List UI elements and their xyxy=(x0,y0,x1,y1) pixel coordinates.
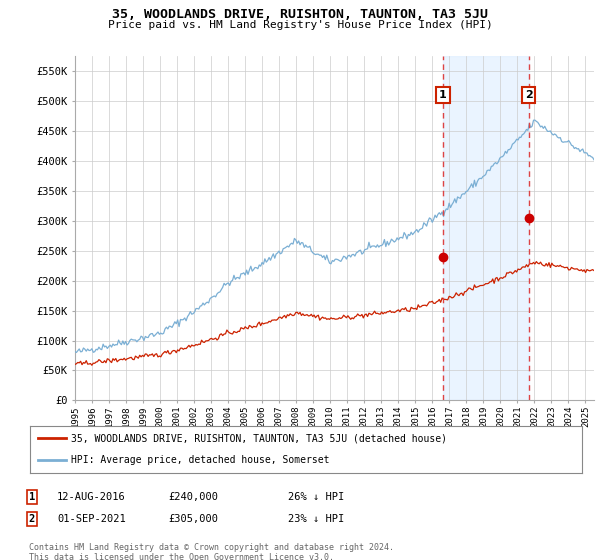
Text: This data is licensed under the Open Government Licence v3.0.: This data is licensed under the Open Gov… xyxy=(29,553,334,560)
Text: 1: 1 xyxy=(29,492,35,502)
Text: 35, WOODLANDS DRIVE, RUISHTON, TAUNTON, TA3 5JU (detached house): 35, WOODLANDS DRIVE, RUISHTON, TAUNTON, … xyxy=(71,433,448,444)
Text: 1: 1 xyxy=(439,90,447,100)
Bar xyxy=(443,56,529,400)
Text: 01-SEP-2021: 01-SEP-2021 xyxy=(57,514,126,524)
Text: 23% ↓ HPI: 23% ↓ HPI xyxy=(288,514,344,524)
Text: 12-AUG-2016: 12-AUG-2016 xyxy=(57,492,126,502)
Text: 2: 2 xyxy=(29,514,35,524)
Text: 2: 2 xyxy=(525,90,533,100)
Text: 26% ↓ HPI: 26% ↓ HPI xyxy=(288,492,344,502)
Text: £305,000: £305,000 xyxy=(168,514,218,524)
Text: Contains HM Land Registry data © Crown copyright and database right 2024.: Contains HM Land Registry data © Crown c… xyxy=(29,543,394,552)
Text: Price paid vs. HM Land Registry's House Price Index (HPI): Price paid vs. HM Land Registry's House … xyxy=(107,20,493,30)
Text: HPI: Average price, detached house, Somerset: HPI: Average price, detached house, Some… xyxy=(71,455,330,465)
Text: 35, WOODLANDS DRIVE, RUISHTON, TAUNTON, TA3 5JU: 35, WOODLANDS DRIVE, RUISHTON, TAUNTON, … xyxy=(112,8,488,21)
Text: £240,000: £240,000 xyxy=(168,492,218,502)
